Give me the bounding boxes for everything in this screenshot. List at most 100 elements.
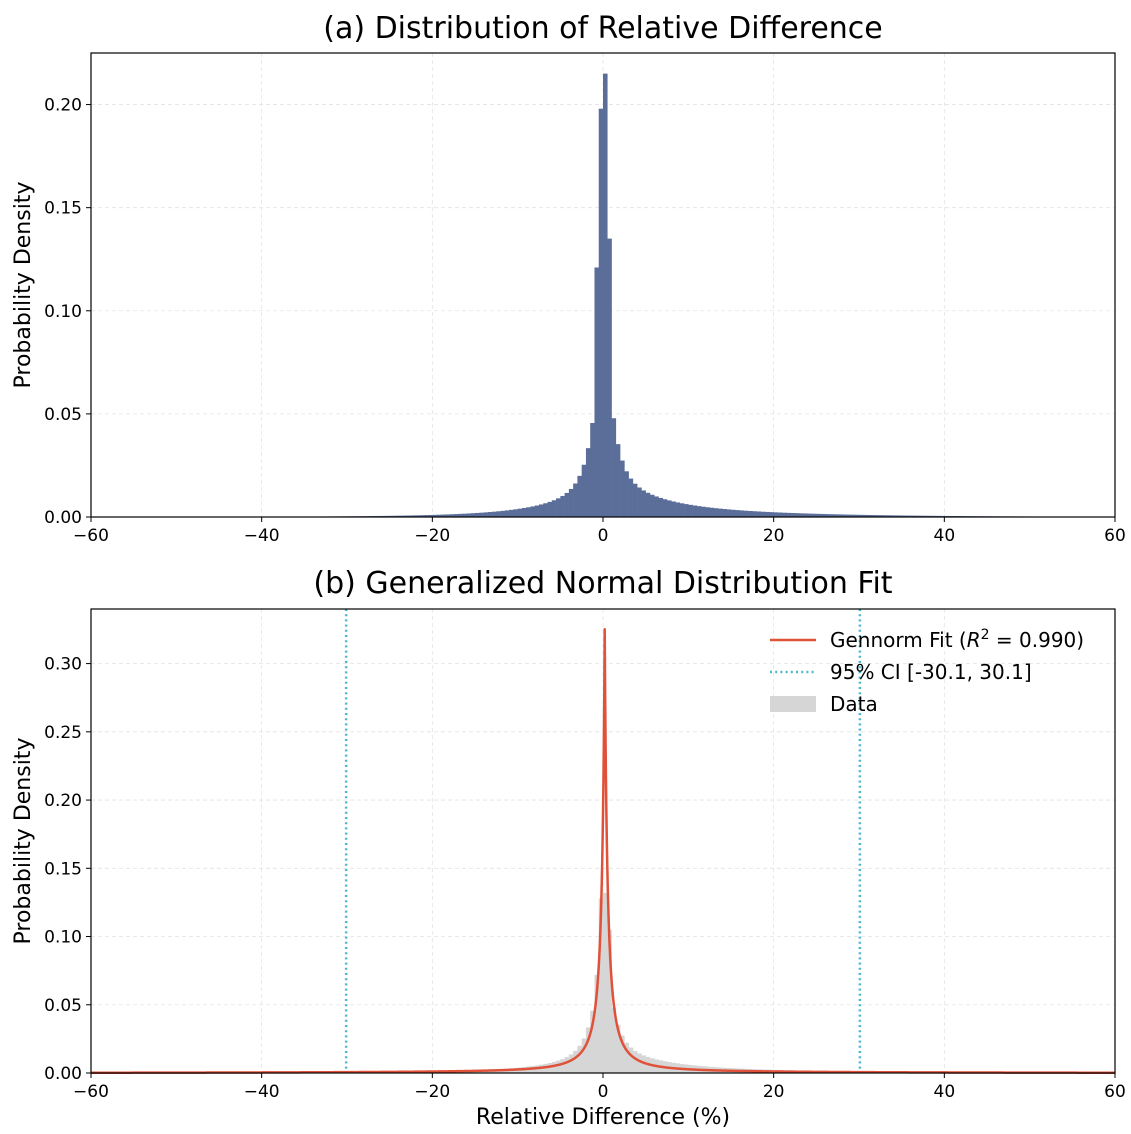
a-y-tick-label: 0.10 [44,302,82,322]
legend-fit-prefix: Gennorm Fit ( [830,628,967,652]
histogram-bar [752,511,757,517]
b-y-tick-label: 0.15 [44,859,82,879]
legend-data-label: Data [830,692,878,716]
data-histogram-bar [603,893,608,1073]
panel-a-title: (a) Distribution of Relative Difference [323,11,883,46]
histogram-bar [475,513,480,517]
histogram-bar [535,505,540,517]
histogram-bar [573,484,578,517]
panel-a-ylabel: Probability Density [11,182,36,389]
b-x-tick-label: −20 [414,1082,450,1102]
a-x-tick-label: −60 [73,526,109,546]
histogram-bar [530,506,535,517]
histogram-bar [633,484,638,517]
histogram-bar [496,511,501,517]
histogram-bar [501,511,506,517]
histogram-bar [565,493,570,517]
a-x-tick-label: −20 [414,526,450,546]
b-y-tick-label: 0.05 [44,996,82,1016]
b-y-tick-label: 0.20 [44,791,82,811]
histogram-bar [714,508,719,517]
a-y-tick-label: 0.20 [44,96,82,116]
histogram-bar [769,512,774,517]
legend-ci-label: 95% CI [-30.1, 30.1] [830,660,1032,684]
histogram-bar [548,502,553,517]
histogram-bar [637,488,642,517]
panel-b-xlabel: Relative Difference (%) [476,1105,730,1129]
legend-fit-label: Gennorm Fit (R2 = 0.990) [830,627,1084,652]
histogram-bar [718,509,723,517]
histogram-bar [774,512,779,517]
histogram-bar [650,495,655,517]
histogram-bar [629,479,634,517]
histogram-bar [676,502,681,517]
legend: Gennorm Fit (R2 = 0.990) 95% CI [-30.1, … [770,627,1084,716]
legend-fit-suffix: = 0.990) [990,628,1085,652]
histogram-bar [641,490,646,517]
histogram-bar [671,501,676,517]
b-x-tick-label: 40 [934,1082,956,1102]
histogram-bar [710,508,715,517]
histogram-bar [539,504,544,517]
histogram-bar [663,499,668,517]
histogram-bar [786,513,791,517]
data-histogram-bar [565,1057,570,1073]
b-y-tick-label: 0.25 [44,723,82,743]
histogram-bar [594,267,599,517]
data-histogram-bar [569,1054,574,1073]
data-histogram-bar [637,1053,642,1073]
histogram-bar [646,493,651,517]
b-x-tick-label: −60 [73,1082,109,1102]
histogram-bar [505,510,510,517]
histogram-bar [684,504,689,517]
data-histogram-bar [573,1051,578,1073]
histogram-bar [778,513,783,517]
a-x-tick-label: 20 [763,526,785,546]
histogram-bar [761,512,766,517]
panel-b: (b) Generalized Normal Distribution Fit … [11,566,1126,1129]
histogram-bar [484,512,489,517]
b-x-tick-label: 20 [763,1082,785,1102]
histogram-bar [727,509,732,517]
histogram-bar [744,511,749,517]
legend-fit-math: R [967,628,981,652]
histogram-bar [492,512,497,517]
a-y-tick-label: 0.15 [44,199,82,219]
histogram-bar [701,507,706,517]
histogram-bar [667,500,672,517]
b-x-tick-label: 0 [598,1082,609,1102]
panel-b-title: (b) Generalized Normal Distribution Fit [313,566,892,601]
histogram-bar [688,505,693,517]
data-histogram-bar [552,1062,557,1073]
panel-b-data-histogram [296,893,1056,1073]
histogram-bar [722,509,727,517]
data-histogram-bar [577,1046,582,1073]
histogram-bar [612,418,617,517]
histogram-bar [518,509,523,517]
histogram-bar [693,506,698,517]
histogram-bar [748,511,753,517]
histogram-bar [735,510,740,517]
histogram-bar [526,507,531,517]
histogram-bar [731,510,736,517]
histogram-bar [577,476,582,517]
panel-a-histogram [296,74,1056,517]
a-y-tick-label: 0.05 [44,405,82,425]
histogram-bar [607,239,612,517]
histogram-bar [624,471,629,517]
histogram-bar [543,503,548,517]
histogram-bar [603,74,608,517]
histogram-bar [586,448,591,517]
panel-b-ylabel: Probability Density [11,738,36,945]
histogram-bar [590,423,595,517]
histogram-bar [552,500,557,517]
histogram-bar [654,496,659,517]
histogram-bar [616,444,621,517]
histogram-bar [599,109,604,517]
histogram-bar [697,506,702,517]
histogram-bar [569,489,574,517]
data-histogram-bar [560,1059,565,1073]
